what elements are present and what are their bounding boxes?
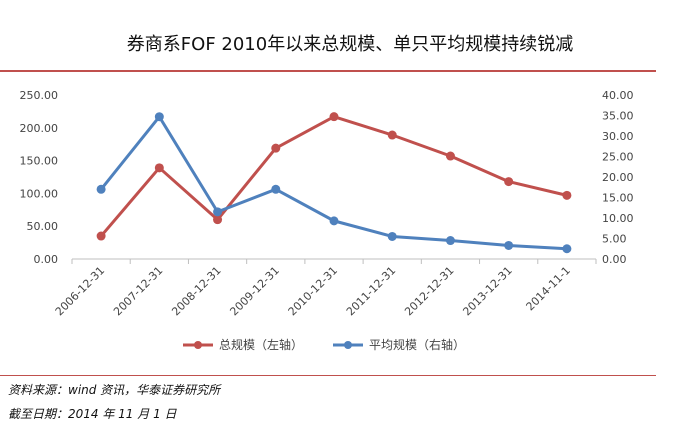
source-note: 资料来源：wind 资讯，华泰证券研究所 [8, 383, 221, 397]
series-point-1 [154, 112, 164, 122]
footer-divider [0, 375, 656, 376]
y-left-tick-label: 200.00 [20, 122, 59, 135]
x-tick-label: 2011-12-31 [344, 264, 398, 318]
chart-legend: 总规模（左轴） 平均规模（右轴） [183, 337, 465, 352]
series-point-0 [445, 151, 455, 161]
legend-marker-0 [194, 341, 202, 349]
series-point-0 [562, 190, 572, 200]
legend-marker-1 [344, 341, 352, 349]
chart-axes: 0.00 50.00 100.00 150.00 200.00 250.00 0.00 5.0… [20, 89, 634, 318]
x-tick-label: 2008-12-31 [169, 264, 223, 318]
x-tick-label: 2014-11-1 [524, 264, 573, 313]
y-left-tick-label: 150.00 [20, 155, 59, 168]
series-point-1 [96, 184, 106, 194]
x-tick-label: 2009-12-31 [227, 264, 281, 318]
y-right-tick-label: 15.00 [602, 192, 634, 205]
series-point-0 [96, 231, 106, 241]
series-point-1 [562, 244, 572, 254]
series-point-0 [329, 112, 339, 122]
series-point-0 [213, 215, 223, 225]
legend-label-0: 总规模（左轴） [219, 337, 303, 352]
series-point-1 [329, 216, 339, 226]
x-tick-label: 2012-12-31 [402, 264, 456, 318]
y-right-tick-label: 20.00 [602, 171, 634, 184]
x-tick-label: 2007-12-31 [111, 264, 165, 318]
line-chart: 0.00 50.00 100.00 150.00 200.00 250.00 0.00 5.0… [20, 89, 634, 352]
y-right-tick-label: 35.00 [602, 110, 634, 123]
y-right-tick-label: 0.00 [602, 253, 627, 266]
series-point-0 [154, 163, 164, 173]
chart-title: 券商系FOF 2010年以来总规模、单只平均规模持续锐减 [126, 34, 574, 55]
series-point-0 [504, 177, 514, 187]
x-tick-label: 2013-12-31 [460, 264, 514, 318]
series-point-0 [271, 143, 281, 153]
x-tick-label: 2010-12-31 [286, 264, 340, 318]
y-right-tick-label: 40.00 [602, 89, 634, 102]
series-point-1 [387, 231, 397, 241]
series-line-1 [99, 115, 567, 251]
legend-label-1: 平均规模（右轴） [369, 337, 465, 352]
x-tick-label: 2006-12-31 [53, 264, 107, 318]
title-divider [0, 70, 656, 72]
y-right-tick-label: 25.00 [602, 151, 634, 164]
series-point-1 [504, 240, 514, 250]
y-right-tick-label: 5.00 [602, 233, 627, 246]
chart-series [96, 112, 572, 254]
y-left-tick-label: 250.00 [20, 89, 59, 102]
y-left-tick-label: 100.00 [20, 187, 59, 200]
y-right-tick-label: 10.00 [602, 212, 634, 225]
y-right-tick-label: 30.00 [602, 130, 634, 143]
y-left-tick-label: 0.00 [34, 253, 59, 266]
series-point-1 [445, 236, 455, 246]
date-note: 截至日期：2014 年 11 月 1 日 [8, 407, 177, 421]
series-point-1 [271, 184, 281, 194]
series-point-0 [387, 130, 397, 140]
series-point-1 [213, 207, 223, 217]
y-left-tick-label: 50.00 [27, 220, 59, 233]
